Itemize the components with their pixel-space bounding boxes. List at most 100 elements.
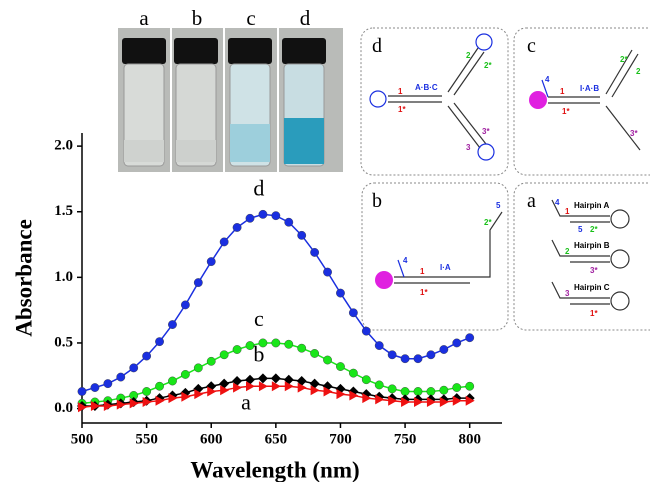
data-point bbox=[297, 344, 305, 352]
data-point bbox=[181, 370, 189, 378]
data-point bbox=[465, 382, 473, 390]
data-point bbox=[142, 387, 150, 395]
data-point bbox=[207, 357, 215, 365]
diagram-panel: c I·A·B 4 1 1* 2* 2 3* bbox=[514, 28, 650, 175]
domain-label: 1 bbox=[420, 267, 425, 276]
y-tick-label: 0.0 bbox=[54, 400, 73, 416]
data-point bbox=[272, 211, 280, 219]
y-tick-label: 0.5 bbox=[54, 334, 73, 350]
data-point bbox=[388, 351, 396, 359]
data-point bbox=[272, 339, 280, 347]
domain-label: 1* bbox=[562, 107, 570, 116]
data-point bbox=[362, 375, 370, 383]
data-point bbox=[465, 334, 473, 342]
strand-label: I·A bbox=[440, 263, 451, 272]
x-tick-label: 750 bbox=[394, 431, 417, 447]
diagram-panel: d A·B·C 1 1* 2 2* 3 3* bbox=[361, 28, 508, 175]
data-point bbox=[336, 289, 344, 297]
y-tick-label: 2.0 bbox=[54, 138, 73, 154]
data-point bbox=[323, 268, 331, 276]
data-point bbox=[91, 383, 99, 391]
data-point bbox=[336, 362, 344, 370]
x-tick-label: 650 bbox=[265, 431, 288, 447]
panel-label: b bbox=[372, 190, 382, 212]
y-tick-label: 1.5 bbox=[54, 203, 73, 219]
data-point bbox=[440, 345, 448, 353]
domain-label: 4 bbox=[555, 198, 560, 207]
domain-label: 1* bbox=[590, 309, 598, 318]
domain-label: 2* bbox=[484, 218, 492, 227]
x-tick-label: 600 bbox=[200, 431, 223, 447]
vial-label: a bbox=[139, 6, 149, 30]
data-point bbox=[155, 337, 163, 345]
vial-label: d bbox=[300, 6, 311, 30]
series-line bbox=[82, 386, 470, 407]
domain-label: 4 bbox=[403, 256, 408, 265]
data-point bbox=[220, 238, 228, 246]
hairpin-label: Hairpin B bbox=[574, 241, 610, 250]
x-tick-label: 550 bbox=[135, 431, 158, 447]
domain-label: 4 bbox=[545, 75, 550, 84]
strand-label: I·A·B bbox=[580, 84, 599, 93]
diagram-panel: a Hairpin A Hairpin B Hairpin C 4 1 5 2*… bbox=[514, 183, 650, 330]
data-point bbox=[155, 382, 163, 390]
hairpin-label: Hairpin C bbox=[574, 283, 610, 292]
data-point bbox=[285, 218, 293, 226]
domain-label: 1* bbox=[420, 288, 428, 297]
domain-label: 3 bbox=[466, 143, 471, 152]
data-point bbox=[440, 386, 448, 394]
hairpin-label: Hairpin A bbox=[574, 201, 609, 210]
panel-label: d bbox=[372, 35, 382, 57]
domain-label: 2* bbox=[620, 55, 628, 64]
data-point bbox=[233, 345, 241, 353]
domain-label: 1 bbox=[398, 87, 403, 96]
domain-label: 1* bbox=[398, 105, 406, 114]
x-tick-label: 500 bbox=[71, 431, 94, 447]
y-tick-label: 1.0 bbox=[54, 269, 73, 285]
data-point bbox=[220, 351, 228, 359]
data-point bbox=[453, 383, 461, 391]
data-point bbox=[142, 352, 150, 360]
data-point bbox=[194, 278, 202, 286]
domain-label: 3* bbox=[630, 129, 638, 138]
series-label: d bbox=[253, 175, 264, 200]
domain-label: 5 bbox=[578, 225, 583, 234]
strand-label: A·B·C bbox=[415, 83, 438, 92]
domain-label: 2* bbox=[484, 61, 492, 70]
domain-label: 2 bbox=[565, 247, 570, 256]
data-point bbox=[259, 210, 267, 218]
panel-label: c bbox=[527, 35, 536, 57]
domain-label: 2 bbox=[636, 67, 641, 76]
domain-label: 1 bbox=[565, 207, 570, 216]
data-point bbox=[78, 387, 86, 395]
data-point bbox=[388, 385, 396, 393]
photo-inset: a b c d bbox=[118, 6, 343, 172]
x-tick-label: 800 bbox=[458, 431, 481, 447]
data-point bbox=[194, 364, 202, 372]
series-label: b bbox=[253, 341, 264, 366]
domain-label: 2 bbox=[466, 51, 471, 60]
data-point bbox=[117, 373, 125, 381]
data-point bbox=[427, 351, 435, 359]
data-point bbox=[233, 223, 241, 231]
data-point bbox=[104, 379, 112, 387]
series-label: c bbox=[254, 306, 264, 331]
data-point bbox=[207, 257, 215, 265]
x-axis-title: Wavelength (nm) bbox=[190, 457, 359, 482]
series-line bbox=[82, 343, 470, 403]
domain-label: 1 bbox=[560, 87, 565, 96]
x-tick-label: 700 bbox=[329, 431, 352, 447]
data-point bbox=[362, 327, 370, 335]
data-point bbox=[349, 369, 357, 377]
domain-label: 5 bbox=[496, 201, 501, 210]
figure: a b c d d A·B·C 1 1* 2 2* 3 3* c I·A· bbox=[0, 0, 650, 482]
data-point bbox=[285, 340, 293, 348]
y-axis-title: Absorbance bbox=[11, 219, 36, 337]
data-point bbox=[323, 356, 331, 364]
domain-label: 2* bbox=[590, 225, 598, 234]
data-point bbox=[297, 231, 305, 239]
data-point bbox=[375, 381, 383, 389]
vial-label: b bbox=[192, 6, 203, 30]
data-point bbox=[375, 341, 383, 349]
domain-label: 3* bbox=[590, 266, 598, 275]
